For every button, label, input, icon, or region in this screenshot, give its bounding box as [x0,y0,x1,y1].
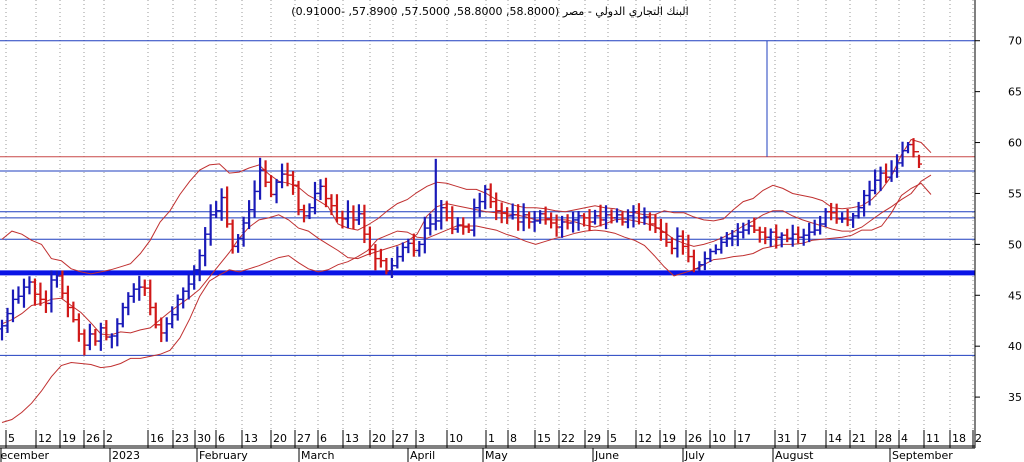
x-tick-label: 31 [777,432,791,445]
x-tick-label: 3 [418,432,425,445]
x-tick-label: 6 [218,432,225,445]
x-tick-label: 30 [197,432,211,445]
y-tick-label: 50 [1008,238,1022,251]
y-tick-label: 65 [1008,86,1022,99]
x-tick-label: 4 [901,432,908,445]
y-tick-label: 60 [1008,137,1022,150]
x-tick-label: 11 [926,432,940,445]
x-tick-label: 8 [510,432,517,445]
x-month-label: September [892,449,953,462]
x-tick-label: 20 [273,432,287,445]
x-tick-label: 13 [244,432,258,445]
x-month-label: May [485,449,508,462]
x-tick-label: 29 [587,432,601,445]
x-tick-label: 16 [150,432,164,445]
y-tick-label: 40 [1008,340,1022,353]
price-bar [916,151,922,168]
x-month-label: December [0,449,50,462]
x-tick-label: 19 [62,432,76,445]
x-tick-label: 27 [395,432,409,445]
x-tick-label: 5 [610,432,617,445]
x-month-label: June [594,449,619,462]
x-tick-label: 2 [106,432,113,445]
x-tick-label: 5 [8,432,15,445]
x-tick-label: 19 [662,432,676,445]
horizontal-lines [0,40,975,356]
x-tick-label: 18 [952,432,966,445]
x-tick-label: 12 [638,432,652,445]
x-tick-label: 20 [372,432,386,445]
x-tick-label: 10 [449,432,463,445]
y-tick-label: 70 [1008,35,1022,48]
x-month-label: February [199,449,248,462]
x-tick-label: 10 [712,432,726,445]
x-tick-label: 6 [320,432,327,445]
chart-title: البنك التجاري الدولي - مصر (58.8000, 58.… [291,5,688,18]
x-tick-label: 7 [800,432,807,445]
upper-band-line [1,138,932,275]
y-tick-label: 35 [1008,391,1022,404]
chart-frame [0,0,976,449]
x-tick-label: 1 [488,432,495,445]
x-tick-label: 27 [297,432,311,445]
y-axis-ticks: 35 40 45 50 55 60 65 70 [975,35,1022,404]
x-month-label: April [410,449,435,462]
x-month-label: July [684,449,705,462]
x-month-label: March [301,449,335,462]
x-tick-label: 26 [86,432,100,445]
ohlc-bars [0,138,922,356]
x-tick-label: 2 [975,432,982,445]
x-tick-label: 28 [878,432,892,445]
x-axis-ticks: 5 12 19 26 2 16 23 30 6 13 20 27 6 13 20 27 3 10 1 8 15 22 29 5… [0,430,982,462]
y-tick-label: 55 [1008,187,1022,200]
x-tick-label: 23 [175,432,189,445]
x-tick-label: 26 [688,432,702,445]
x-tick-label: 13 [345,432,359,445]
x-month-label: August [775,449,814,462]
x-tick-label: 14 [828,432,842,445]
x-tick-label: 21 [852,432,866,445]
x-tick-label: 22 [561,432,575,445]
x-month-label: 2023 [112,449,140,462]
x-tick-label: 15 [537,432,551,445]
x-tick-label: 17 [737,432,751,445]
y-tick-label: 45 [1008,289,1022,302]
x-tick-label: 12 [38,432,52,445]
